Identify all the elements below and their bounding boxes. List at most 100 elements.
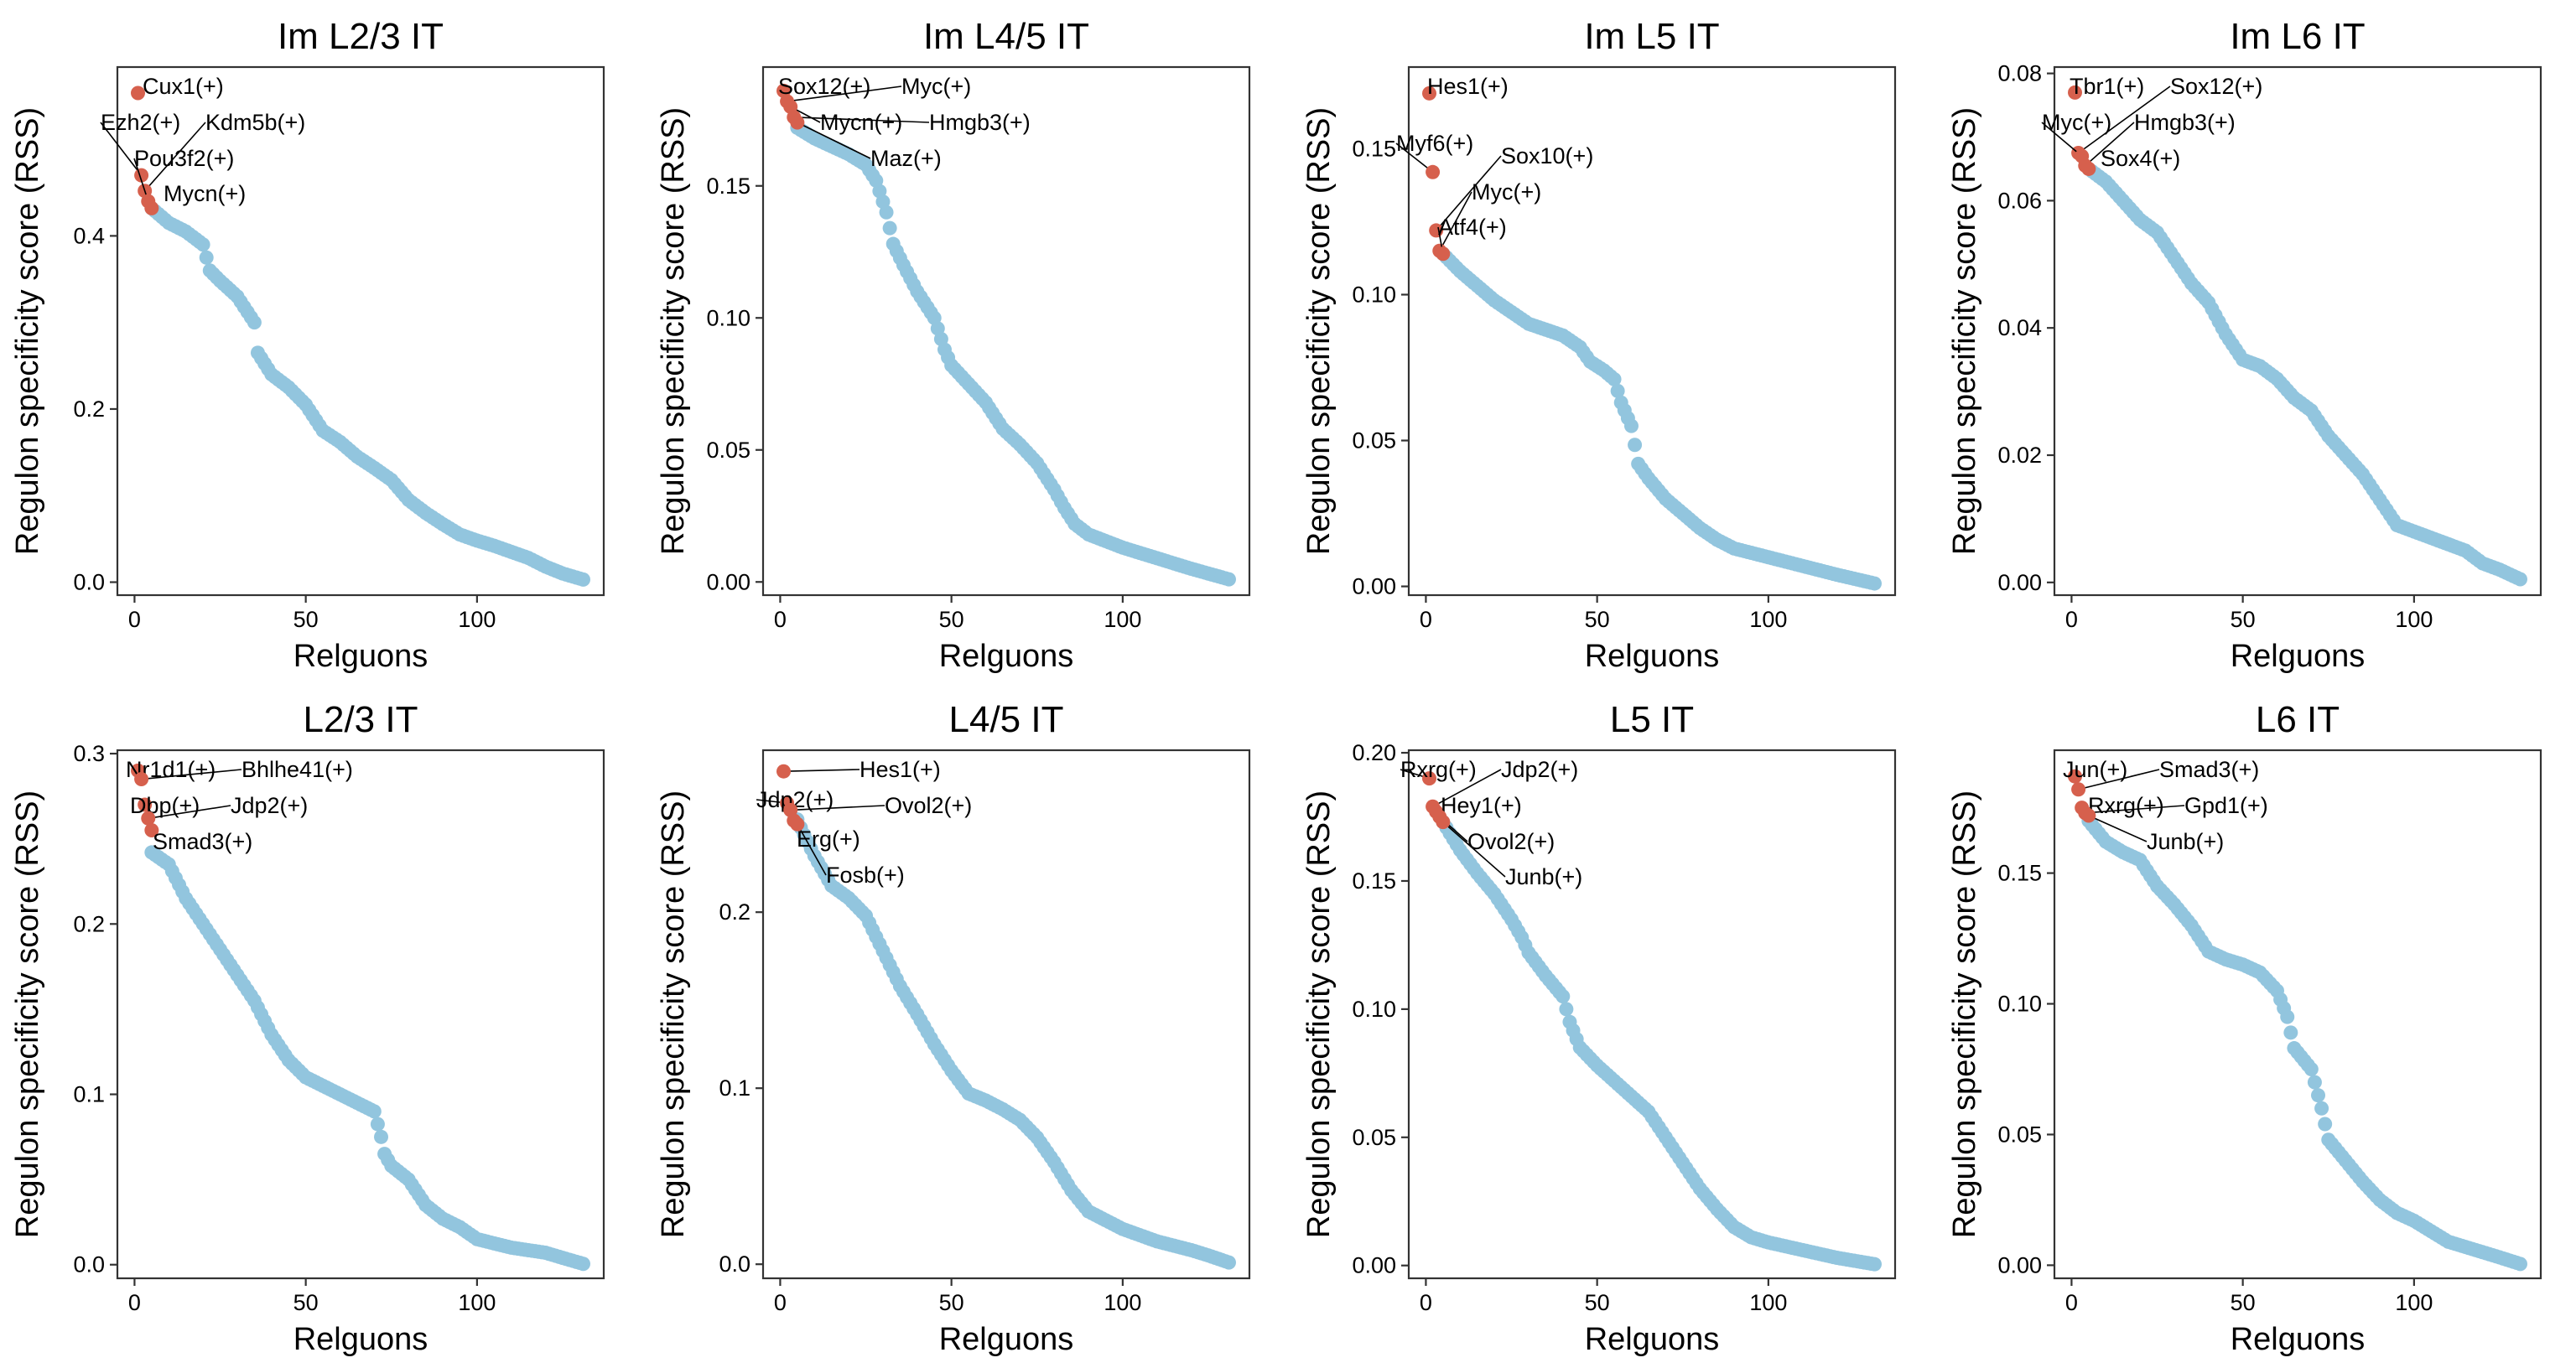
top-regulon-point [2068,85,2083,100]
plot-frame [116,749,605,1280]
top-regulon-label: Sox4(+) [2101,146,2180,171]
x-tick-label: 50 [293,1290,319,1315]
top-regulon-label: Myc(+) [1472,179,1541,205]
x-tick-label: 0 [2065,607,2078,632]
panel: L6 IT 0 50 100 0.00 0.05 0.10 0.15 Relguons Regul… [1947,699,2542,1357]
y-axis-title: Regulon specificity score (RSS) [1301,790,1337,1238]
top-regulon-label: Sox12(+) [2170,74,2262,99]
y-tick-label: 0.2 [73,911,105,936]
top-regulon-label: Ovol2(+) [885,793,972,818]
top-regulon-label: Hmgb3(+) [929,110,1031,135]
x-tick-label: 50 [939,607,964,632]
x-tick-label: 100 [458,607,496,632]
x-axis-title: Relguons [293,1322,428,1357]
regulon-point [1610,383,1625,398]
regulon-point [374,1129,389,1144]
y-axis-title: Regulon specificity score (RSS) [656,107,691,555]
top-regulon-point [2071,782,2086,797]
regulon-point [370,1117,385,1132]
top-regulon-label: Myf6(+) [1396,131,1473,156]
x-tick-label: 100 [1749,607,1787,632]
top-regulon-point [790,816,805,832]
x-tick-label: 100 [1104,607,1141,632]
x-axis-title: Relguons [1585,1322,1720,1357]
top-regulon-label: Fosb(+) [826,863,905,888]
panel: Im L5 IT 0 50 100 0.00 0.05 0.10 0.15 Relguons Re… [1301,16,1897,674]
label-leader-line [1436,155,1502,231]
y-tick-label: 0.10 [1352,282,1396,307]
top-regulon-label: Junb(+) [1505,864,1582,889]
label-leader-line [1395,142,1434,173]
label-leader-line [133,158,149,202]
x-tick-label: 50 [1585,1290,1610,1315]
y-tick-label: 0.08 [1997,61,2042,86]
label-leader-line [144,122,206,192]
top-regulon-point [776,764,792,779]
regulon-point [1631,456,1646,471]
y-tick-label: 0.06 [1997,188,2042,213]
panel-title: L6 IT [2256,699,2340,740]
top-regulon-label: Atf4(+) [1438,215,1507,240]
top-regulon-point [2081,161,2096,176]
top-regulon-label: Jdp2(+) [231,793,308,818]
regulon-point [2314,1101,2329,1116]
x-axis-title: Relguons [939,1322,1074,1357]
top-regulon-label: Myc(+) [2042,110,2111,135]
top-regulon-point [1422,86,1437,101]
top-regulon-label: Kdm5b(+) [205,110,305,135]
panel-title: Im L2/3 IT [278,16,444,57]
label-leader-line [100,122,143,176]
top-regulon-label: Sox12(+) [778,74,870,99]
top-regulon-label: Dbp(+) [130,793,200,818]
panel: L2/3 IT 0 50 100 0.0 0.1 0.2 0.3 Relguons Regulon… [10,699,605,1357]
y-tick-label: 0.00 [1997,1252,2042,1277]
y-tick-label: 0.15 [1352,868,1396,894]
label-leader-line [1432,769,1502,807]
y-axis-title: Regulon specificity score (RSS) [1947,790,1982,1238]
x-tick-label: 0 [128,1290,141,1315]
y-tick-label: 0.15 [706,174,750,199]
x-axis-title: Relguons [1585,639,1720,674]
y-tick-label: 0.10 [1997,992,2042,1017]
y-tick-label: 0.4 [73,223,105,248]
y-axis-title: Regulon specificity score (RSS) [10,790,45,1238]
top-regulon-label: Ezh2(+) [101,110,180,135]
top-regulon-point [138,797,153,812]
top-regulon-point [144,823,159,838]
panel-title: Im L4/5 IT [923,16,1089,57]
label-leader-line [2041,122,2083,157]
top-regulon-label: Hmgb3(+) [2134,110,2236,135]
panel: L4/5 IT 0 50 100 0.0 0.1 0.2 Relguons Regulon sp… [656,699,1251,1357]
plot-frame [2053,65,2542,597]
x-axis-title: Relguons [2231,639,2366,674]
x-tick-label: 0 [1420,1290,1432,1315]
label-leader-line [787,86,902,102]
top-regulon-label: Hey1(+) [1441,793,1522,818]
label-leader-line [2085,122,2135,167]
top-regulon-point [134,168,149,183]
y-axis-title: Regulon specificity score (RSS) [656,790,691,1238]
top-regulon-point [141,811,156,826]
plot-frame [2053,749,2542,1280]
top-regulon-point [1436,815,1451,830]
regulon-point [2307,1075,2322,1090]
top-regulon-label: Myc(+) [901,74,971,99]
y-tick-label: 0.3 [73,741,105,766]
x-tick-label: 0 [774,607,787,632]
x-axis-title: Relguons [939,639,1074,674]
regulon-point [1613,395,1628,410]
y-tick-label: 0.04 [1997,315,2042,340]
y-tick-label: 0.15 [1997,861,2042,886]
x-axis-title: Relguons [293,639,428,674]
top-regulon-label: Hes1(+) [1427,74,1509,99]
panel-title: Im L5 IT [1584,16,1719,57]
top-regulon-point [134,772,149,787]
top-regulon-label: Sox10(+) [1501,143,1593,168]
x-tick-label: 100 [458,1290,496,1315]
y-tick-label: 0.2 [73,396,105,422]
label-leader-line [141,769,242,780]
label-leader-line [793,117,930,123]
label-leader-line [1442,821,1506,878]
x-axis-title: Relguons [2231,1322,2366,1357]
top-regulon-label: Mycn(+) [164,181,246,206]
